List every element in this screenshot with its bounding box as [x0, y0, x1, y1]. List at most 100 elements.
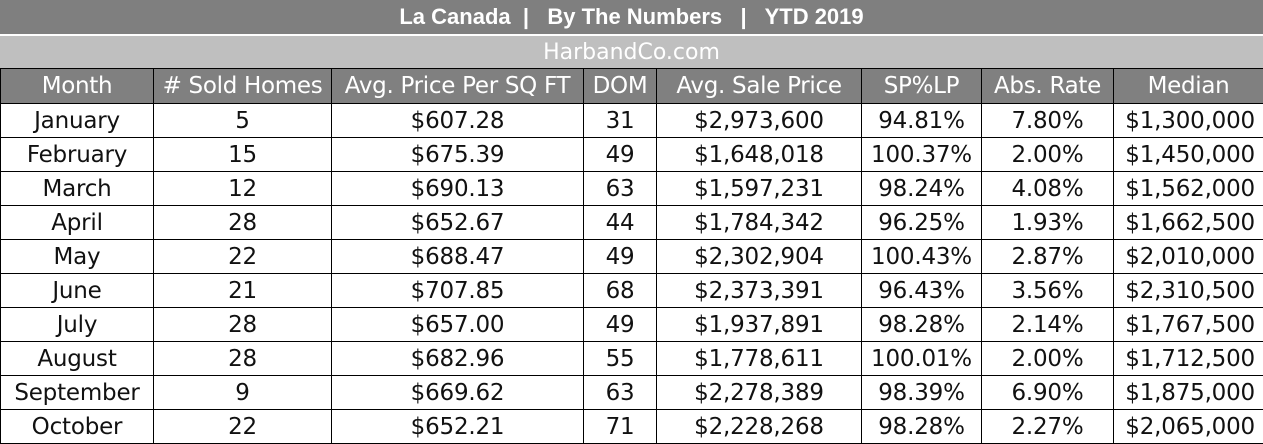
cell-sold-homes[interactable]: 9	[154, 376, 332, 410]
cell-month[interactable]: April	[1, 206, 154, 240]
cell-price-per-sqft[interactable]: $607.28	[332, 104, 584, 138]
cell-sp-lp[interactable]: 98.24%	[862, 172, 982, 206]
col-header-abs-rate[interactable]: Abs. Rate	[982, 69, 1114, 104]
cell-median[interactable]: $1,662,500	[1114, 206, 1263, 240]
cell-dom[interactable]: 49	[584, 138, 657, 172]
cell-abs-rate[interactable]: 2.00%	[982, 138, 1114, 172]
cell-price-per-sqft[interactable]: $657.00	[332, 308, 584, 342]
col-header-avg-sale-price[interactable]: Avg. Sale Price	[657, 69, 862, 104]
cell-median[interactable]: $1,712,500	[1114, 342, 1263, 376]
cell-median[interactable]: $1,767,500	[1114, 308, 1263, 342]
cell-sold-homes[interactable]: 12	[154, 172, 332, 206]
cell-price-per-sqft[interactable]: $652.67	[332, 206, 584, 240]
cell-price-per-sqft[interactable]: $652.21	[332, 410, 584, 444]
col-header-sp-lp[interactable]: SP%LP	[862, 69, 982, 104]
col-header-month[interactable]: Month	[1, 69, 154, 104]
col-header-median[interactable]: Median	[1114, 69, 1263, 104]
stats-table: Month # Sold Homes Avg. Price Per SQ FT …	[0, 68, 1263, 444]
cell-avg-sale-price[interactable]: $1,648,018	[657, 138, 862, 172]
cell-sp-lp[interactable]: 98.28%	[862, 410, 982, 444]
cell-avg-sale-price[interactable]: $1,778,611	[657, 342, 862, 376]
cell-abs-rate[interactable]: 7.80%	[982, 104, 1114, 138]
cell-month[interactable]: May	[1, 240, 154, 274]
cell-abs-rate[interactable]: 2.00%	[982, 342, 1114, 376]
cell-sold-homes[interactable]: 28	[154, 308, 332, 342]
cell-median[interactable]: $1,300,000	[1114, 104, 1263, 138]
cell-abs-rate[interactable]: 1.93%	[982, 206, 1114, 240]
cell-sp-lp[interactable]: 100.43%	[862, 240, 982, 274]
header-row: Month # Sold Homes Avg. Price Per SQ FT …	[1, 69, 1263, 104]
cell-sp-lp[interactable]: 94.81%	[862, 104, 982, 138]
cell-month[interactable]: September	[1, 376, 154, 410]
cell-sp-lp[interactable]: 100.37%	[862, 138, 982, 172]
cell-dom[interactable]: 44	[584, 206, 657, 240]
cell-sold-homes[interactable]: 5	[154, 104, 332, 138]
cell-dom[interactable]: 49	[584, 308, 657, 342]
cell-median[interactable]: $1,450,000	[1114, 138, 1263, 172]
report-title: La Canada | By The Numbers | YTD 2019	[0, 0, 1263, 34]
cell-sold-homes[interactable]: 22	[154, 240, 332, 274]
cell-price-per-sqft[interactable]: $675.39	[332, 138, 584, 172]
cell-month[interactable]: January	[1, 104, 154, 138]
cell-sold-homes[interactable]: 28	[154, 342, 332, 376]
cell-avg-sale-price[interactable]: $1,937,891	[657, 308, 862, 342]
cell-month[interactable]: February	[1, 138, 154, 172]
cell-price-per-sqft[interactable]: $690.13	[332, 172, 584, 206]
cell-avg-sale-price[interactable]: $2,973,600	[657, 104, 862, 138]
cell-abs-rate[interactable]: 2.87%	[982, 240, 1114, 274]
cell-abs-rate[interactable]: 4.08%	[982, 172, 1114, 206]
cell-dom[interactable]: 31	[584, 104, 657, 138]
cell-sp-lp[interactable]: 100.01%	[862, 342, 982, 376]
col-header-sold-homes[interactable]: # Sold Homes	[154, 69, 332, 104]
cell-median[interactable]: $2,010,000	[1114, 240, 1263, 274]
cell-sp-lp[interactable]: 98.28%	[862, 308, 982, 342]
cell-price-per-sqft[interactable]: $688.47	[332, 240, 584, 274]
cell-month[interactable]: June	[1, 274, 154, 308]
cell-dom[interactable]: 68	[584, 274, 657, 308]
cell-dom[interactable]: 49	[584, 240, 657, 274]
cell-abs-rate[interactable]: 2.14%	[982, 308, 1114, 342]
cell-sp-lp[interactable]: 96.43%	[862, 274, 982, 308]
cell-avg-sale-price[interactable]: $2,228,268	[657, 410, 862, 444]
cell-price-per-sqft[interactable]: $707.85	[332, 274, 584, 308]
cell-dom[interactable]: 55	[584, 342, 657, 376]
col-header-price-per-sqft[interactable]: Avg. Price Per SQ FT	[332, 69, 584, 104]
cell-avg-sale-price[interactable]: $1,784,342	[657, 206, 862, 240]
site-name: HarbandCo.com	[0, 34, 1263, 68]
cell-avg-sale-price[interactable]: $2,373,391	[657, 274, 862, 308]
cell-month[interactable]: August	[1, 342, 154, 376]
cell-month[interactable]: March	[1, 172, 154, 206]
cell-month[interactable]: October	[1, 410, 154, 444]
col-header-dom[interactable]: DOM	[584, 69, 657, 104]
cell-dom[interactable]: 63	[584, 172, 657, 206]
cell-price-per-sqft[interactable]: $682.96	[332, 342, 584, 376]
cell-dom[interactable]: 71	[584, 410, 657, 444]
cell-sold-homes[interactable]: 22	[154, 410, 332, 444]
cell-sp-lp[interactable]: 96.25%	[862, 206, 982, 240]
cell-sold-homes[interactable]: 15	[154, 138, 332, 172]
cell-month[interactable]: July	[1, 308, 154, 342]
cell-abs-rate[interactable]: 3.56%	[982, 274, 1114, 308]
cell-sold-homes[interactable]: 21	[154, 274, 332, 308]
cell-avg-sale-price[interactable]: $2,302,904	[657, 240, 862, 274]
cell-price-per-sqft[interactable]: $669.62	[332, 376, 584, 410]
cell-median[interactable]: $2,065,000	[1114, 410, 1263, 444]
cell-avg-sale-price[interactable]: $2,278,389	[657, 376, 862, 410]
cell-median[interactable]: $1,875,000	[1114, 376, 1263, 410]
cell-abs-rate[interactable]: 2.27%	[982, 410, 1114, 444]
cell-sp-lp[interactable]: 98.39%	[862, 376, 982, 410]
cell-sold-homes[interactable]: 28	[154, 206, 332, 240]
cell-abs-rate[interactable]: 6.90%	[982, 376, 1114, 410]
cell-median[interactable]: $1,562,000	[1114, 172, 1263, 206]
cell-median[interactable]: $2,310,500	[1114, 274, 1263, 308]
cell-avg-sale-price[interactable]: $1,597,231	[657, 172, 862, 206]
cell-dom[interactable]: 63	[584, 376, 657, 410]
